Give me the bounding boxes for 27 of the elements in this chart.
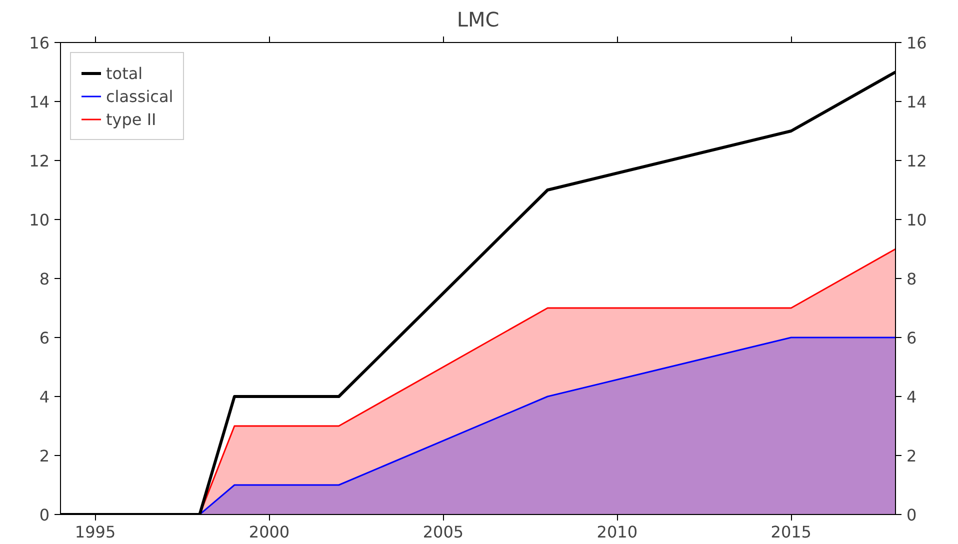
y2-tick-label: 0 xyxy=(906,506,917,524)
x-tick-label: 2015 xyxy=(770,522,812,542)
legend-label: classical xyxy=(106,86,174,106)
x-tick-label: 1995 xyxy=(74,522,116,542)
y2-tick-label: 4 xyxy=(906,388,917,406)
x-tick-label: 2000 xyxy=(248,522,290,542)
y-tick-label: 10 xyxy=(29,210,50,230)
y-tick-label: 8 xyxy=(39,270,50,288)
legend-label: type II xyxy=(106,110,156,128)
y-tick-label: 12 xyxy=(29,152,50,170)
y2-tick-label: 12 xyxy=(906,152,927,170)
y2-tick-label: 6 xyxy=(906,328,917,348)
legend-label: total xyxy=(106,64,143,82)
y2-tick-label: 14 xyxy=(906,92,927,112)
y-tick-label: 16 xyxy=(29,34,50,52)
x-tick-label: 2010 xyxy=(596,522,638,542)
chart-title: LMC xyxy=(456,8,500,32)
y-tick-label: 4 xyxy=(39,388,50,406)
y2-tick-label: 10 xyxy=(906,210,927,230)
y-tick-label: 6 xyxy=(39,328,50,348)
y2-tick-label: 16 xyxy=(906,34,927,52)
x-tick-label: 2005 xyxy=(422,522,464,542)
y2-tick-label: 2 xyxy=(906,446,917,466)
y2-tick-label: 8 xyxy=(906,270,917,288)
y-tick-label: 0 xyxy=(39,506,50,524)
y-tick-label: 2 xyxy=(39,446,50,466)
y-tick-label: 14 xyxy=(29,92,50,112)
